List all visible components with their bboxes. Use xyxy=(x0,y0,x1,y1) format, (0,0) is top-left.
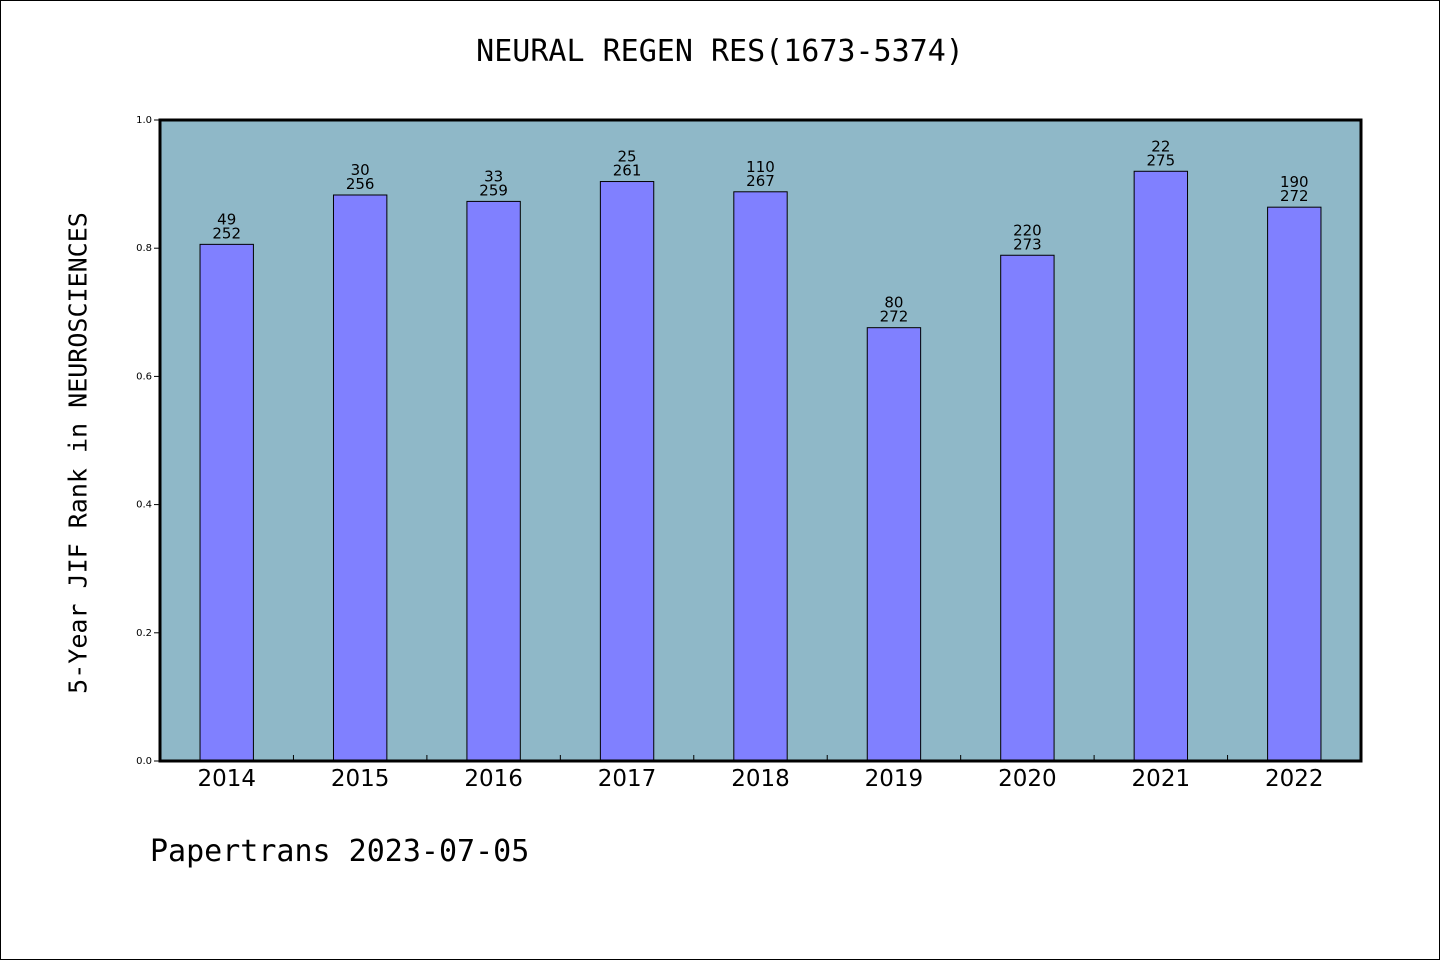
bar-rank-label: 220 xyxy=(1013,221,1042,239)
bar-2019 xyxy=(866,327,922,762)
bar-total-label: 272 xyxy=(880,308,909,326)
bar-2016 xyxy=(466,200,521,762)
y-tick-label: 0.2 xyxy=(136,628,152,639)
bar-rank-label: 80 xyxy=(884,294,903,312)
bar-2022 xyxy=(1267,206,1322,762)
bar-total-label: 256 xyxy=(346,175,375,193)
bar-rank-label: 25 xyxy=(618,148,637,166)
chart-title: NEURAL REGEN RES(1673-5374) xyxy=(476,34,964,69)
x-tick-label: 2021 xyxy=(1132,766,1191,792)
bar-total-label: 272 xyxy=(1280,187,1309,205)
x-tick-label: 2014 xyxy=(197,766,256,792)
x-tick-label: 2020 xyxy=(998,766,1057,792)
bar-total-label: 273 xyxy=(1013,235,1042,253)
bar-2021 xyxy=(1133,170,1189,762)
x-tick-label: 2015 xyxy=(331,766,390,792)
footer-text: Papertrans 2023-07-05 xyxy=(150,834,530,869)
bar-2020 xyxy=(1000,254,1055,762)
x-tick-label: 2019 xyxy=(865,766,924,792)
x-tick-label: 2022 xyxy=(1265,766,1324,792)
y-tick-label: 0.6 xyxy=(136,371,152,382)
y-tick-label: 1.0 xyxy=(136,115,152,126)
bar-rank-label: 49 xyxy=(217,210,236,228)
x-tick-label: 2016 xyxy=(464,766,523,792)
bar-rank-label: 190 xyxy=(1280,173,1309,191)
y-tick-label: 0.8 xyxy=(136,243,152,254)
x-tick-label: 2017 xyxy=(598,766,657,792)
bar-rank-label: 33 xyxy=(484,167,503,185)
ticks-group: 2014 2015 2016 2017 2018 2019 2020 2021 2022 0.0 0… xyxy=(136,115,1323,792)
bar-2015 xyxy=(332,194,388,762)
y-tick-label: 0.4 xyxy=(136,500,152,511)
bar-total-label: 267 xyxy=(746,172,775,190)
bar-total-label: 275 xyxy=(1147,151,1176,169)
plot-border xyxy=(158,118,1363,763)
bar-rank-label: 110 xyxy=(746,158,775,176)
bar-total-label: 261 xyxy=(613,162,642,180)
bar-total-label: 259 xyxy=(479,181,508,199)
bar-total-label: 252 xyxy=(212,224,241,242)
bar-2014 xyxy=(199,243,254,762)
bar-rank-label: 22 xyxy=(1151,137,1170,155)
bar-2017 xyxy=(599,181,655,762)
bar-rank-label: 30 xyxy=(351,161,370,179)
y-tick-label: 0.0 xyxy=(136,756,152,767)
x-tick-label: 2018 xyxy=(731,766,790,792)
bar-2018 xyxy=(733,191,788,762)
